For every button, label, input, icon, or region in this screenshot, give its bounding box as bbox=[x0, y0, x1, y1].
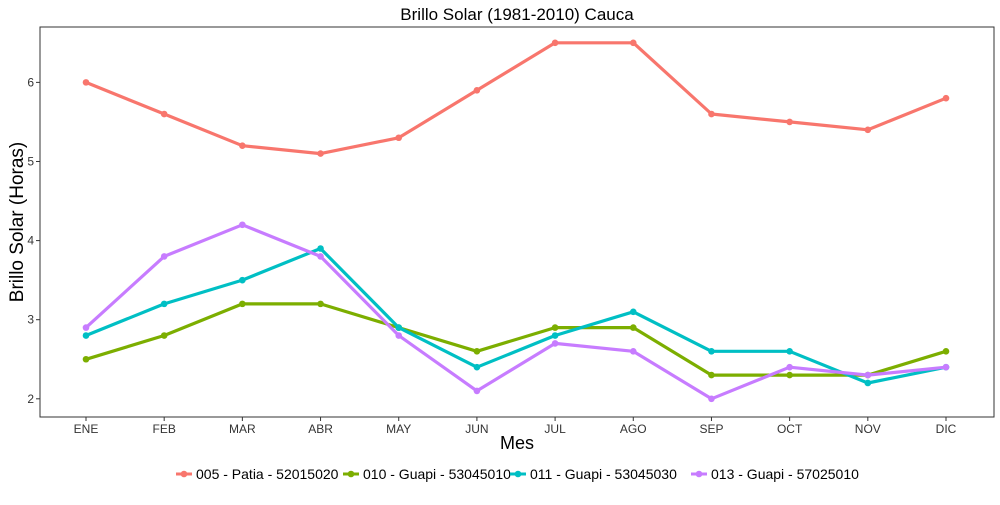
x-tick-label: DIC bbox=[936, 422, 957, 436]
data-point bbox=[473, 387, 481, 395]
data-point bbox=[551, 324, 559, 331]
data-point bbox=[551, 332, 559, 339]
data-point bbox=[708, 110, 715, 118]
data-point bbox=[786, 363, 793, 371]
data-point bbox=[82, 355, 90, 363]
data-point bbox=[942, 348, 950, 355]
data-point bbox=[317, 245, 324, 252]
data-point bbox=[239, 276, 246, 284]
data-point bbox=[864, 379, 872, 387]
data-point bbox=[786, 348, 793, 355]
x-tick-label: ENE bbox=[74, 422, 99, 436]
legend-item: 010 - Guapi - 53045010 bbox=[343, 466, 511, 482]
x-tick-label: FEB bbox=[153, 422, 176, 436]
data-point bbox=[786, 371, 793, 379]
data-point bbox=[395, 324, 403, 331]
legend-key-point bbox=[347, 470, 355, 478]
data-point bbox=[160, 110, 168, 118]
data-point bbox=[942, 94, 950, 102]
data-point bbox=[239, 142, 246, 149]
y-tick-label: 3 bbox=[27, 313, 34, 327]
data-point bbox=[629, 348, 637, 355]
data-point bbox=[708, 348, 715, 355]
data-point bbox=[160, 332, 168, 339]
data-point bbox=[942, 363, 950, 371]
data-point bbox=[160, 300, 168, 308]
series-group bbox=[82, 245, 950, 387]
plot-panel bbox=[39, 26, 995, 418]
x-tick-label: OCT bbox=[777, 422, 803, 436]
x-axis-label: Mes bbox=[500, 433, 534, 453]
data-point bbox=[786, 118, 793, 126]
data-point bbox=[82, 324, 90, 331]
legend-key-point bbox=[180, 470, 188, 478]
y-tick-label: 2 bbox=[27, 392, 34, 406]
x-tick-label: MAR bbox=[229, 422, 256, 436]
x-axis: ENE FEB MAR ABR MAY JUN JUL AGO SEP OCT NOV DIC bbox=[74, 417, 957, 436]
data-point bbox=[551, 39, 559, 47]
y-axis-label: Brillo Solar (Horas) bbox=[7, 142, 28, 302]
series-line bbox=[84, 223, 948, 401]
legend-label: 005 - Patia - 52015020 bbox=[196, 466, 339, 482]
data-point bbox=[864, 371, 872, 379]
data-point bbox=[473, 86, 481, 94]
y-tick-label: 6 bbox=[27, 75, 34, 89]
series-line bbox=[84, 246, 948, 385]
data-point bbox=[629, 39, 637, 47]
data-point bbox=[708, 371, 715, 379]
data-point bbox=[317, 300, 324, 308]
data-point bbox=[317, 150, 324, 157]
x-tick-label: JUN bbox=[465, 422, 488, 436]
data-point bbox=[160, 253, 168, 260]
legend-label: 010 - Guapi - 53045010 bbox=[363, 466, 511, 482]
data-point bbox=[629, 308, 637, 316]
data-point bbox=[395, 332, 403, 339]
x-tick-label: NOV bbox=[855, 422, 881, 436]
legend-label: 013 - Guapi - 57025010 bbox=[711, 466, 859, 482]
series-group bbox=[82, 39, 950, 157]
legend-item: 005 - Patia - 52015020 bbox=[176, 466, 339, 482]
data-point bbox=[864, 126, 872, 134]
data-point bbox=[473, 348, 481, 355]
series-line bbox=[84, 302, 948, 377]
x-tick-label: SEP bbox=[699, 422, 723, 436]
legend-label: 011 - Guapi - 53045030 bbox=[530, 466, 677, 482]
data-point bbox=[239, 300, 246, 308]
chart-title: Brillo Solar (1981-2010) Cauca bbox=[400, 5, 634, 24]
data-point bbox=[317, 253, 324, 260]
x-tick-label: JUL bbox=[544, 422, 566, 436]
legend-key-point bbox=[514, 470, 522, 478]
data-point bbox=[239, 221, 246, 229]
data-point bbox=[708, 395, 715, 403]
legend-item: 011 - Guapi - 53045030 bbox=[510, 466, 677, 482]
y-tick-label: 4 bbox=[27, 234, 34, 248]
legend: 005 - Patia - 52015020 010 - Guapi - 5304… bbox=[176, 466, 859, 482]
y-axis: 2 3 4 5 6 bbox=[27, 75, 40, 406]
x-tick-label: MAY bbox=[386, 422, 411, 436]
series-group bbox=[82, 221, 950, 403]
x-tick-label: AGO bbox=[620, 422, 647, 436]
data-point bbox=[629, 324, 637, 331]
data-point bbox=[395, 134, 403, 142]
x-tick-label: ABR bbox=[308, 422, 333, 436]
series-line bbox=[84, 41, 948, 156]
legend-key-point bbox=[695, 470, 703, 478]
data-point bbox=[473, 363, 481, 371]
data-point bbox=[551, 340, 559, 347]
data-point bbox=[82, 79, 90, 86]
series-layer bbox=[82, 39, 950, 403]
legend-item: 013 - Guapi - 57025010 bbox=[691, 466, 859, 482]
data-point bbox=[82, 332, 90, 339]
y-tick-label: 5 bbox=[27, 154, 34, 168]
